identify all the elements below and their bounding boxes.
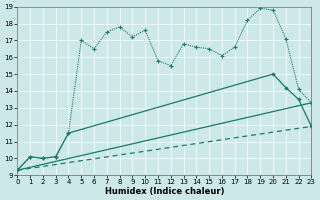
X-axis label: Humidex (Indice chaleur): Humidex (Indice chaleur) <box>105 187 224 196</box>
